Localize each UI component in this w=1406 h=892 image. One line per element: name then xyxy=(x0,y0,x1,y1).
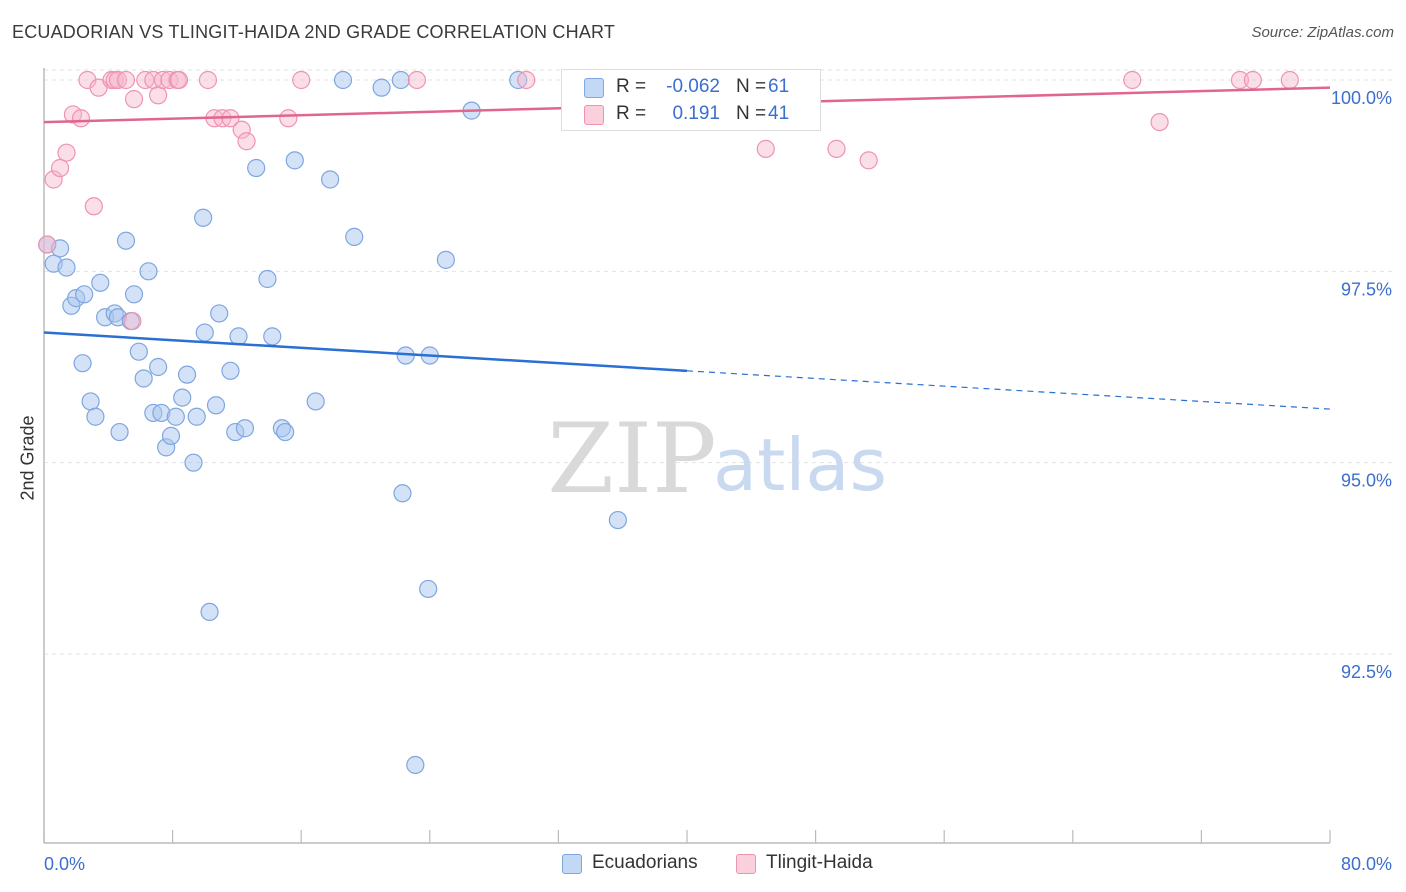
data-point-ecuadorians xyxy=(407,756,424,773)
y-tick-label: 97.5% xyxy=(1341,279,1392,299)
data-point-ecuadorians xyxy=(334,72,351,89)
data-point-tlingit-haida xyxy=(124,313,141,330)
x-tick-label: 0.0% xyxy=(44,854,85,874)
data-point-tlingit-haida xyxy=(199,72,216,89)
y-tick-label: 95.0% xyxy=(1341,471,1392,491)
watermark: ZIP atlas xyxy=(547,403,887,515)
x-tick-label: 80.0% xyxy=(1341,854,1392,874)
legend-n-value: 61 xyxy=(768,76,789,98)
watermark-zip: ZIP xyxy=(547,403,716,515)
data-point-ecuadorians xyxy=(609,512,626,529)
data-point-ecuadorians xyxy=(373,79,390,96)
y-tick-label: 92.5% xyxy=(1341,662,1392,682)
scatter-chart: ZIP atlas 92.5% 95.0% 97.5% 100.0% 0.0% 80.0… xyxy=(0,0,1406,892)
data-point-ecuadorians xyxy=(236,420,253,437)
data-point-tlingit-haida xyxy=(1281,72,1298,89)
data-point-tlingit-haida xyxy=(408,72,425,89)
legend-swatch-pink xyxy=(736,854,756,874)
data-point-ecuadorians xyxy=(420,580,437,597)
legend-r-label: R = xyxy=(616,76,646,98)
data-point-ecuadorians xyxy=(140,263,157,280)
data-point-ecuadorians xyxy=(87,408,104,425)
legend-swatch-pink xyxy=(584,105,604,125)
data-point-ecuadorians xyxy=(179,366,196,383)
data-point-ecuadorians xyxy=(264,328,281,345)
legend-r-value: 0.191 xyxy=(648,103,720,125)
data-point-ecuadorians xyxy=(76,286,93,303)
legend-label-ecuadorians: Ecuadorians xyxy=(592,852,698,874)
data-point-ecuadorians xyxy=(126,286,143,303)
data-point-ecuadorians xyxy=(174,389,191,406)
data-point-tlingit-haida xyxy=(171,72,188,89)
legend-row-tlingit-haida: R = 0.191 N = 41 xyxy=(562,101,820,127)
data-point-ecuadorians xyxy=(307,393,324,410)
data-point-ecuadorians xyxy=(150,359,167,376)
correlation-legend: R = -0.062 N = 61 R = 0.191 N = 41 xyxy=(561,69,821,131)
data-point-tlingit-haida xyxy=(150,87,167,104)
data-point-tlingit-haida xyxy=(238,133,255,150)
series-ecuadorians xyxy=(39,72,627,774)
x-tick-labels: 0.0% 80.0% xyxy=(44,854,1392,874)
data-point-tlingit-haida xyxy=(1124,72,1141,89)
data-point-ecuadorians xyxy=(230,328,247,345)
data-point-tlingit-haida xyxy=(126,91,143,108)
y-tick-label: 100.0% xyxy=(1331,88,1392,108)
data-point-ecuadorians xyxy=(58,259,75,276)
data-point-ecuadorians xyxy=(74,355,91,372)
data-point-ecuadorians xyxy=(130,343,147,360)
data-point-ecuadorians xyxy=(322,171,339,188)
y-tick-labels: 92.5% 95.0% 97.5% 100.0% xyxy=(1331,88,1392,682)
data-point-ecuadorians xyxy=(82,393,99,410)
data-point-ecuadorians xyxy=(135,370,152,387)
data-point-tlingit-haida xyxy=(117,72,134,89)
data-point-tlingit-haida xyxy=(860,152,877,169)
data-point-tlingit-haida xyxy=(293,72,310,89)
data-point-ecuadorians xyxy=(117,232,134,249)
data-point-ecuadorians xyxy=(111,424,128,441)
data-point-ecuadorians xyxy=(248,160,265,177)
legend-r-value: -0.062 xyxy=(648,76,720,98)
data-point-ecuadorians xyxy=(346,228,363,245)
legend-label-tlingit-haida: Tlingit-Haida xyxy=(766,852,873,874)
data-point-ecuadorians xyxy=(201,603,218,620)
data-point-tlingit-haida xyxy=(828,140,845,157)
data-point-ecuadorians xyxy=(277,424,294,441)
data-point-ecuadorians xyxy=(185,454,202,471)
data-point-tlingit-haida xyxy=(85,198,102,215)
data-point-tlingit-haida xyxy=(1244,72,1261,89)
watermark-atlas: atlas xyxy=(713,423,887,507)
data-point-ecuadorians xyxy=(259,270,276,287)
data-point-tlingit-haida xyxy=(39,236,56,253)
data-point-ecuadorians xyxy=(195,209,212,226)
legend-swatch-blue xyxy=(562,854,582,874)
data-point-ecuadorians xyxy=(394,485,411,502)
data-point-ecuadorians xyxy=(286,152,303,169)
data-point-ecuadorians xyxy=(222,362,239,379)
legend-row-ecuadorians: R = -0.062 N = 61 xyxy=(562,74,820,100)
gridlines xyxy=(44,70,1392,654)
data-point-ecuadorians xyxy=(208,397,225,414)
data-point-ecuadorians xyxy=(196,324,213,341)
legend-n-label: N = xyxy=(736,76,766,98)
data-point-tlingit-haida xyxy=(72,110,89,127)
legend-n-value: 41 xyxy=(768,103,789,125)
data-point-tlingit-haida xyxy=(280,110,297,127)
legend-swatch-blue xyxy=(584,78,604,98)
data-point-ecuadorians xyxy=(188,408,205,425)
data-point-tlingit-haida xyxy=(518,72,535,89)
data-point-ecuadorians xyxy=(162,427,179,444)
data-point-ecuadorians xyxy=(92,274,109,291)
data-point-tlingit-haida xyxy=(1151,114,1168,131)
legend-n-label: N = xyxy=(736,103,766,125)
trendline-ecuadorians-extension xyxy=(687,371,1330,409)
data-point-ecuadorians xyxy=(211,305,228,322)
data-point-ecuadorians xyxy=(437,251,454,268)
data-point-tlingit-haida xyxy=(757,140,774,157)
data-point-tlingit-haida xyxy=(58,144,75,161)
data-point-tlingit-haida xyxy=(52,160,69,177)
data-point-ecuadorians xyxy=(167,408,184,425)
legend-r-label: R = xyxy=(616,103,646,125)
data-point-ecuadorians xyxy=(392,72,409,89)
